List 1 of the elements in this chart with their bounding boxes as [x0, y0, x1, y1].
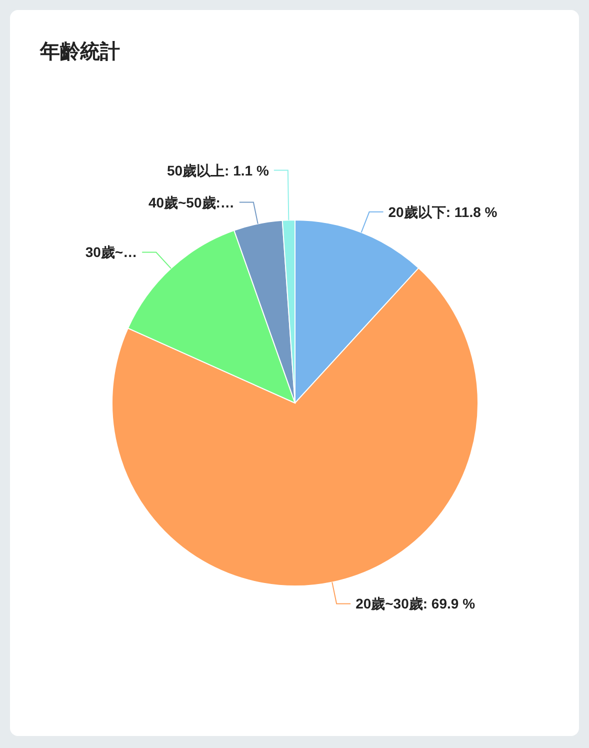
- title: 年齡統計: [40, 41, 120, 63]
